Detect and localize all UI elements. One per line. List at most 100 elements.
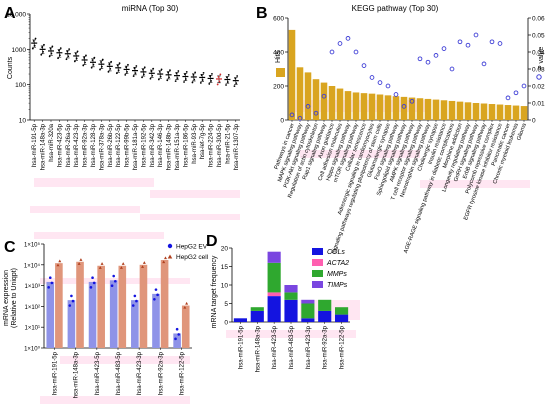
point-pvalue-mapk-signaling-pathway <box>297 115 303 121</box>
bar-mmps-hsa-mir-148a-3p <box>250 307 264 311</box>
y-tick-label-left: 200 <box>273 84 284 91</box>
point-pvalue-axon-guidance <box>329 49 335 55</box>
bar-hits-insulin-resistance <box>440 100 448 120</box>
x-tick-label-hsa-mir-320a: hsa-miR-320a <box>49 123 55 161</box>
point-pvalue-cellular-senescence <box>361 63 367 68</box>
x-tick-label-hsa-mir-378a-3p: hsa-miR-378a-3p <box>99 123 105 170</box>
data-point <box>115 72 118 75</box>
data-point <box>193 78 196 81</box>
panel-a-marks <box>31 37 239 88</box>
data-point <box>159 75 162 78</box>
legend-label-hepg2-ev: HepG2 EV <box>176 244 208 251</box>
bar-hits-erbb-signaling-pathway <box>480 103 488 120</box>
x-tick-label-hsa-mir-191-5p: hsa-miR-191-5p <box>238 325 244 369</box>
x-tick-label-hsa-mir-92a-3p: hsa-miR-92a-3p <box>158 351 164 395</box>
legend-swatch-cols <box>312 248 323 255</box>
data-point <box>117 69 120 72</box>
bar-timps-hsa-mir-483-5p <box>284 285 298 293</box>
data-point <box>202 71 205 74</box>
panel-letter-b: B <box>256 5 268 22</box>
point-pvalue-rap1-signaling-pathway <box>321 93 327 99</box>
data-point <box>166 79 169 82</box>
x-tick-label-hsa-mir-26a-5p: hsa-miR-26a-5p <box>66 123 72 167</box>
data-point <box>108 63 111 66</box>
legend-label-mmps: MMPs <box>327 271 347 278</box>
y-tick-label-left: 400 <box>273 50 284 57</box>
x-tick-label-hsa-mir-181a-5p: hsa-miR-181a-5p <box>133 123 139 170</box>
data-point <box>51 45 54 48</box>
panel-c: C mRNA expression (Relative to Uniqpt) 1… <box>3 232 209 404</box>
data-point-hepg2-cell <box>77 262 81 265</box>
decor-band <box>300 150 420 158</box>
data-point-hepg2-ev <box>47 286 50 289</box>
data-point-hepg2-ev <box>113 279 117 283</box>
bar-hepg2-cell-hsa-mir-92a-3p <box>160 260 169 348</box>
y-tick-label: 1×10¹ <box>24 326 40 332</box>
data-point <box>142 73 145 76</box>
y-tick-label: 10,000 <box>6 12 26 19</box>
bar-hits-cholinergic-synapse <box>432 99 440 120</box>
bar-hits-pancreatic-cancer <box>504 105 512 120</box>
panel-a-title: miRNA (Top 30) <box>122 4 179 13</box>
y-tick-label-left: 0 <box>280 118 284 125</box>
bar-hits-morphine-addiction <box>456 101 464 120</box>
data-point <box>209 75 212 78</box>
decor-band <box>140 214 240 220</box>
bar-acta2-hsa-mir-423-5p <box>267 292 281 297</box>
bar-hepg2-cell-hsa-mir-423-3p <box>139 264 148 348</box>
bar-hits-foxo-signaling-pathway <box>392 96 400 120</box>
bar-hepg2-ev-hsa-mir-148a-3p <box>67 300 76 348</box>
bar-timps-hsa-mir-423-3p <box>301 299 315 304</box>
point-pvalue-longevity-regulating-pathway <box>465 42 471 48</box>
bar-cols-hsa-mir-423-3p <box>301 318 315 322</box>
x-tick-label-hsa-mir-148a-3p: hsa-miR-148a-3p <box>74 351 80 398</box>
y-tick-label: 1×10³ <box>24 284 40 290</box>
point-pvalue-morphine-addiction <box>457 39 463 45</box>
y-tick-label: 10 <box>19 118 27 125</box>
data-point-hepg2-ev <box>50 281 54 285</box>
y-tick-label-right: 0.01 <box>532 101 545 108</box>
panel-d-ylabel: mRNA target frequency <box>211 255 218 328</box>
legend-swatch-acta2 <box>312 259 323 266</box>
data-point <box>233 85 236 88</box>
data-point <box>192 73 195 76</box>
data-point <box>107 70 110 73</box>
y-tick-label: 10 <box>221 283 229 290</box>
x-tick-label-hsa-mir-151a-3p: hsa-miR-151a-3p <box>175 123 181 170</box>
data-point <box>191 81 194 84</box>
legend-marker-hepg2-ev <box>167 243 173 249</box>
y-tick-label: 20 <box>221 246 229 253</box>
data-point-hepg2-ev <box>68 304 72 307</box>
decor-band <box>40 396 190 404</box>
data-point <box>177 70 180 72</box>
panel-b-title: KEGG pathway (Top 30) <box>352 4 439 13</box>
data-point <box>90 66 93 69</box>
y-tick-label: 0 <box>224 320 228 327</box>
panel-a-ylabel: Counts <box>7 56 14 79</box>
point-pvalue-pathways-in-cancer <box>289 112 295 118</box>
bar-hits-cellular-senescence <box>360 93 368 120</box>
data-point <box>58 49 60 52</box>
point-pvalue-ampk-signaling-pathway <box>409 98 415 104</box>
bar-hits-regulation-of-actin-cytoskeleton <box>312 79 320 120</box>
decor-band <box>150 190 240 198</box>
x-tick-label-hsa-mir-122-5p: hsa-miR-122-5p <box>340 325 346 369</box>
bar-hepg2-cell-hsa-mir-483-5p <box>118 265 127 348</box>
data-point-hepg2-ev <box>92 281 96 285</box>
data-point <box>134 72 137 74</box>
data-point <box>168 76 170 79</box>
data-point <box>101 58 104 61</box>
point-pvalue-foxo-signaling-pathway <box>393 92 399 97</box>
y-tick-label-right: 0.04 <box>532 50 545 57</box>
y-tick-label: 1×10⁴ <box>24 262 41 269</box>
point-pvalue-cholinergic-synapse <box>433 53 439 58</box>
bar-hits-polycomb-repressive-complex <box>488 104 496 120</box>
x-tick-label-hsa-mir-483-5p: hsa-miR-483-5p <box>289 325 295 369</box>
data-point <box>126 71 128 73</box>
decor-band <box>30 206 140 213</box>
data-point <box>226 81 229 83</box>
x-tick-label-hsa-mir-146-3p: hsa-miR-146-3p <box>158 123 164 167</box>
data-point-hepg2-cell <box>183 305 187 309</box>
bar-hits-pathways-in-cancer <box>288 29 296 120</box>
